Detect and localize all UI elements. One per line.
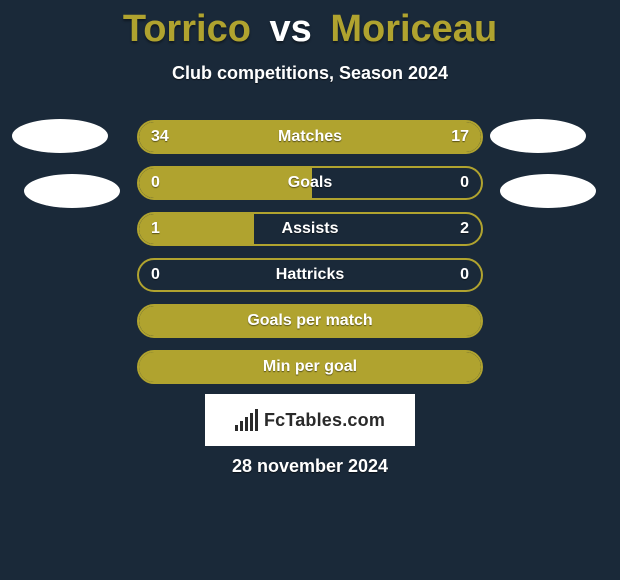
stat-value-left: 1 bbox=[151, 220, 160, 238]
stat-row: Goals per match bbox=[137, 304, 483, 338]
brand-text: FcTables.com bbox=[264, 410, 385, 431]
player-avatar-left bbox=[12, 119, 108, 153]
stat-value-right: 0 bbox=[460, 174, 469, 192]
stats-container: 34 17 Matches 0 0 Goals 1 2 Assists 0 0 Hattricks Go… bbox=[137, 120, 483, 396]
stat-label: Goals bbox=[288, 174, 332, 192]
stat-value-right: 0 bbox=[460, 266, 469, 284]
stat-label: Min per goal bbox=[263, 358, 357, 376]
brand-box: FcTables.com bbox=[205, 394, 415, 446]
subtitle: Club competitions, Season 2024 bbox=[0, 63, 620, 84]
player-avatar-right bbox=[490, 119, 586, 153]
player-avatar-right bbox=[500, 174, 596, 208]
stat-label: Assists bbox=[282, 220, 339, 238]
stat-row: Min per goal bbox=[137, 350, 483, 384]
stat-fill-left bbox=[139, 168, 312, 198]
stat-row: 34 17 Matches bbox=[137, 120, 483, 154]
player2-name: Moriceau bbox=[330, 8, 497, 50]
stat-value-left: 0 bbox=[151, 174, 160, 192]
player1-name: Torrico bbox=[123, 8, 251, 50]
player-avatar-left bbox=[24, 174, 120, 208]
vs-label: vs bbox=[269, 8, 311, 50]
stat-row: 0 0 Goals bbox=[137, 166, 483, 200]
stat-row: 1 2 Assists bbox=[137, 212, 483, 246]
brand-logo-icon bbox=[235, 409, 258, 431]
stat-value-left: 34 bbox=[151, 128, 169, 146]
stat-row: 0 0 Hattricks bbox=[137, 258, 483, 292]
stat-label: Matches bbox=[278, 128, 342, 146]
stat-value-right: 2 bbox=[460, 220, 469, 238]
comparison-title: Torrico vs Moriceau bbox=[0, 0, 620, 51]
stat-value-right: 17 bbox=[451, 128, 469, 146]
stat-label: Goals per match bbox=[247, 312, 372, 330]
stat-value-left: 0 bbox=[151, 266, 160, 284]
stat-label: Hattricks bbox=[276, 266, 344, 284]
date-label: 28 november 2024 bbox=[232, 456, 388, 477]
